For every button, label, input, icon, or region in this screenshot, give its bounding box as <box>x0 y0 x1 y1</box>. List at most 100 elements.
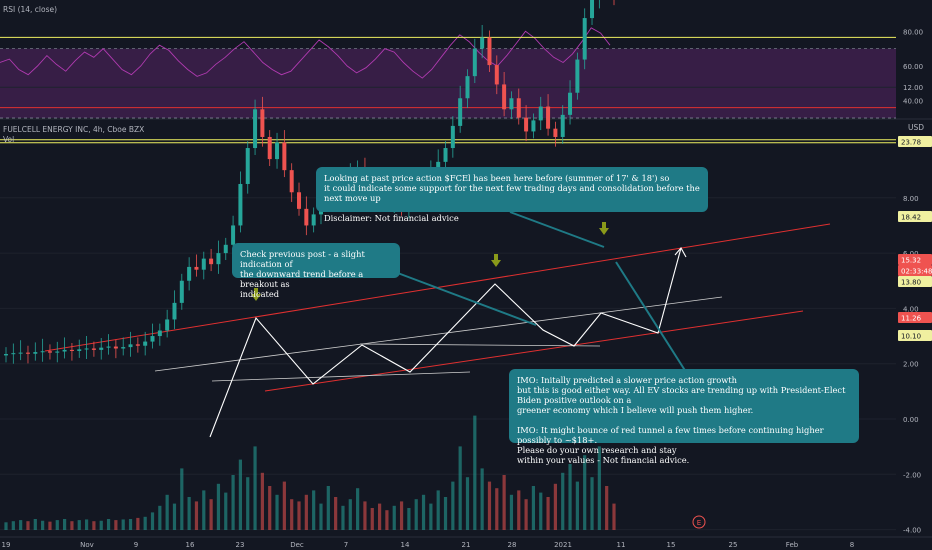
volume-bar <box>158 505 162 530</box>
candle-body <box>304 208 309 226</box>
volume-bar <box>531 486 536 530</box>
volume-bar <box>407 508 411 530</box>
candle-body <box>91 348 96 350</box>
volume-bar <box>429 503 433 530</box>
pattern-drawing <box>209 211 687 438</box>
candle-body <box>575 59 580 93</box>
candle-body <box>458 98 463 126</box>
candle-body <box>135 344 140 346</box>
annotation-left[interactable]: Check previous post - a slight indicatio… <box>232 243 400 299</box>
candle-body <box>289 170 294 193</box>
candle-body <box>480 37 485 49</box>
candle-body <box>436 161 441 171</box>
volume-bar <box>414 499 418 530</box>
callout-pointer-bottom <box>615 261 687 373</box>
candle-body <box>531 120 536 132</box>
price-tick-label: 12.00 <box>903 84 923 92</box>
pattern-trendline <box>154 296 723 372</box>
volume-bar <box>583 455 587 530</box>
candle-body <box>172 302 177 320</box>
marker-arrow-icon <box>599 228 609 235</box>
candle-body <box>99 347 104 350</box>
rsi-label: RSI (14, close) <box>3 5 58 14</box>
candle-body <box>546 106 551 129</box>
candle-body <box>275 142 280 160</box>
price-label-text: 15.32 <box>901 257 921 265</box>
volume-bar <box>451 481 455 530</box>
volume-bar <box>561 472 565 530</box>
candle-body <box>516 98 521 118</box>
price-label-text: 18.42 <box>901 214 921 222</box>
candle-body <box>260 109 265 137</box>
volume-bar <box>363 501 367 530</box>
time-tick-label: 25 <box>729 541 738 549</box>
neckline-2 <box>359 343 601 347</box>
candle-body <box>179 280 184 303</box>
volume-bars <box>4 415 616 530</box>
marker-arrow-stem <box>494 254 498 260</box>
volume-bar <box>128 519 133 530</box>
channel-lower <box>264 310 804 392</box>
volume-bar <box>370 508 374 530</box>
candle-body <box>450 125 455 149</box>
candle-body <box>487 37 492 66</box>
volume-bar <box>539 492 543 530</box>
marker-arrow-stem <box>254 288 258 294</box>
volume-bar <box>275 494 279 530</box>
price-label-box <box>898 136 932 147</box>
price-tick-label: 0.00 <box>903 416 919 424</box>
volume-bar <box>319 503 323 530</box>
volume-bar <box>33 519 37 530</box>
price-axis[interactable]: 20.0016.0012.008.006.004.002.000.00-2.00… <box>898 0 932 535</box>
volume-bar <box>216 483 221 530</box>
volume-bar <box>385 510 389 530</box>
candle-body <box>538 106 543 121</box>
symbol-title[interactable]: FUELCELL ENERGY INC, 4h, Cboe BZX <box>3 125 145 134</box>
rsi-tick-label: 60.00 <box>903 63 923 71</box>
annotation-top[interactable]: Looking at past price action $FCEl has b… <box>316 167 708 223</box>
volume-bar <box>480 468 484 530</box>
volume-bar <box>348 499 352 530</box>
volume-bar <box>11 521 15 530</box>
volume-bar <box>4 522 8 530</box>
volume-bar <box>194 501 199 530</box>
volume-bar <box>121 519 125 530</box>
annotation-bottom[interactable]: IMO: Initally predicted a slower price a… <box>509 369 859 465</box>
volume-bar <box>150 512 155 530</box>
candle-body <box>113 346 118 349</box>
time-tick-label: 9 <box>134 541 138 549</box>
time-tick-label: 14 <box>401 541 410 549</box>
candle-body <box>553 128 558 137</box>
volume-bar <box>260 472 264 530</box>
volume-bar <box>399 501 404 530</box>
price-tick-label: -2.00 <box>903 471 921 479</box>
candle-body <box>40 351 45 353</box>
price-tick-label: -4.00 <box>903 527 921 535</box>
volume-bar <box>334 497 338 530</box>
time-axis[interactable]: 19 Nov 9 16 23 Dec 7 14 21 28 2021 11 15 25 Feb 8 E <box>0 515 932 549</box>
volume-bar <box>114 520 118 530</box>
rsi-panel: 80.00 60.00 40.00 <box>0 27 932 120</box>
volume-bar <box>180 468 184 530</box>
time-tick-label: Nov <box>80 541 94 549</box>
marker-arrow-icon <box>251 294 261 301</box>
candle-body <box>165 319 170 331</box>
volume-bar <box>238 459 243 530</box>
neckline-1 <box>211 371 471 382</box>
time-tick-label: 23 <box>236 541 245 549</box>
candle-body <box>560 114 565 137</box>
volume-bar <box>26 521 30 530</box>
volume-bar <box>77 520 81 530</box>
volume-bar <box>597 446 601 530</box>
volume-bar <box>282 481 286 530</box>
price-label-text: 23.78 <box>901 139 921 147</box>
candle-body <box>502 84 507 110</box>
candle-body <box>465 76 470 99</box>
arrow-head <box>674 247 687 258</box>
candle-body <box>590 0 595 19</box>
candle-body <box>62 349 67 352</box>
volume-bar <box>41 520 45 530</box>
time-tick-label: 15 <box>667 541 676 549</box>
horizontal-levels <box>0 36 896 144</box>
